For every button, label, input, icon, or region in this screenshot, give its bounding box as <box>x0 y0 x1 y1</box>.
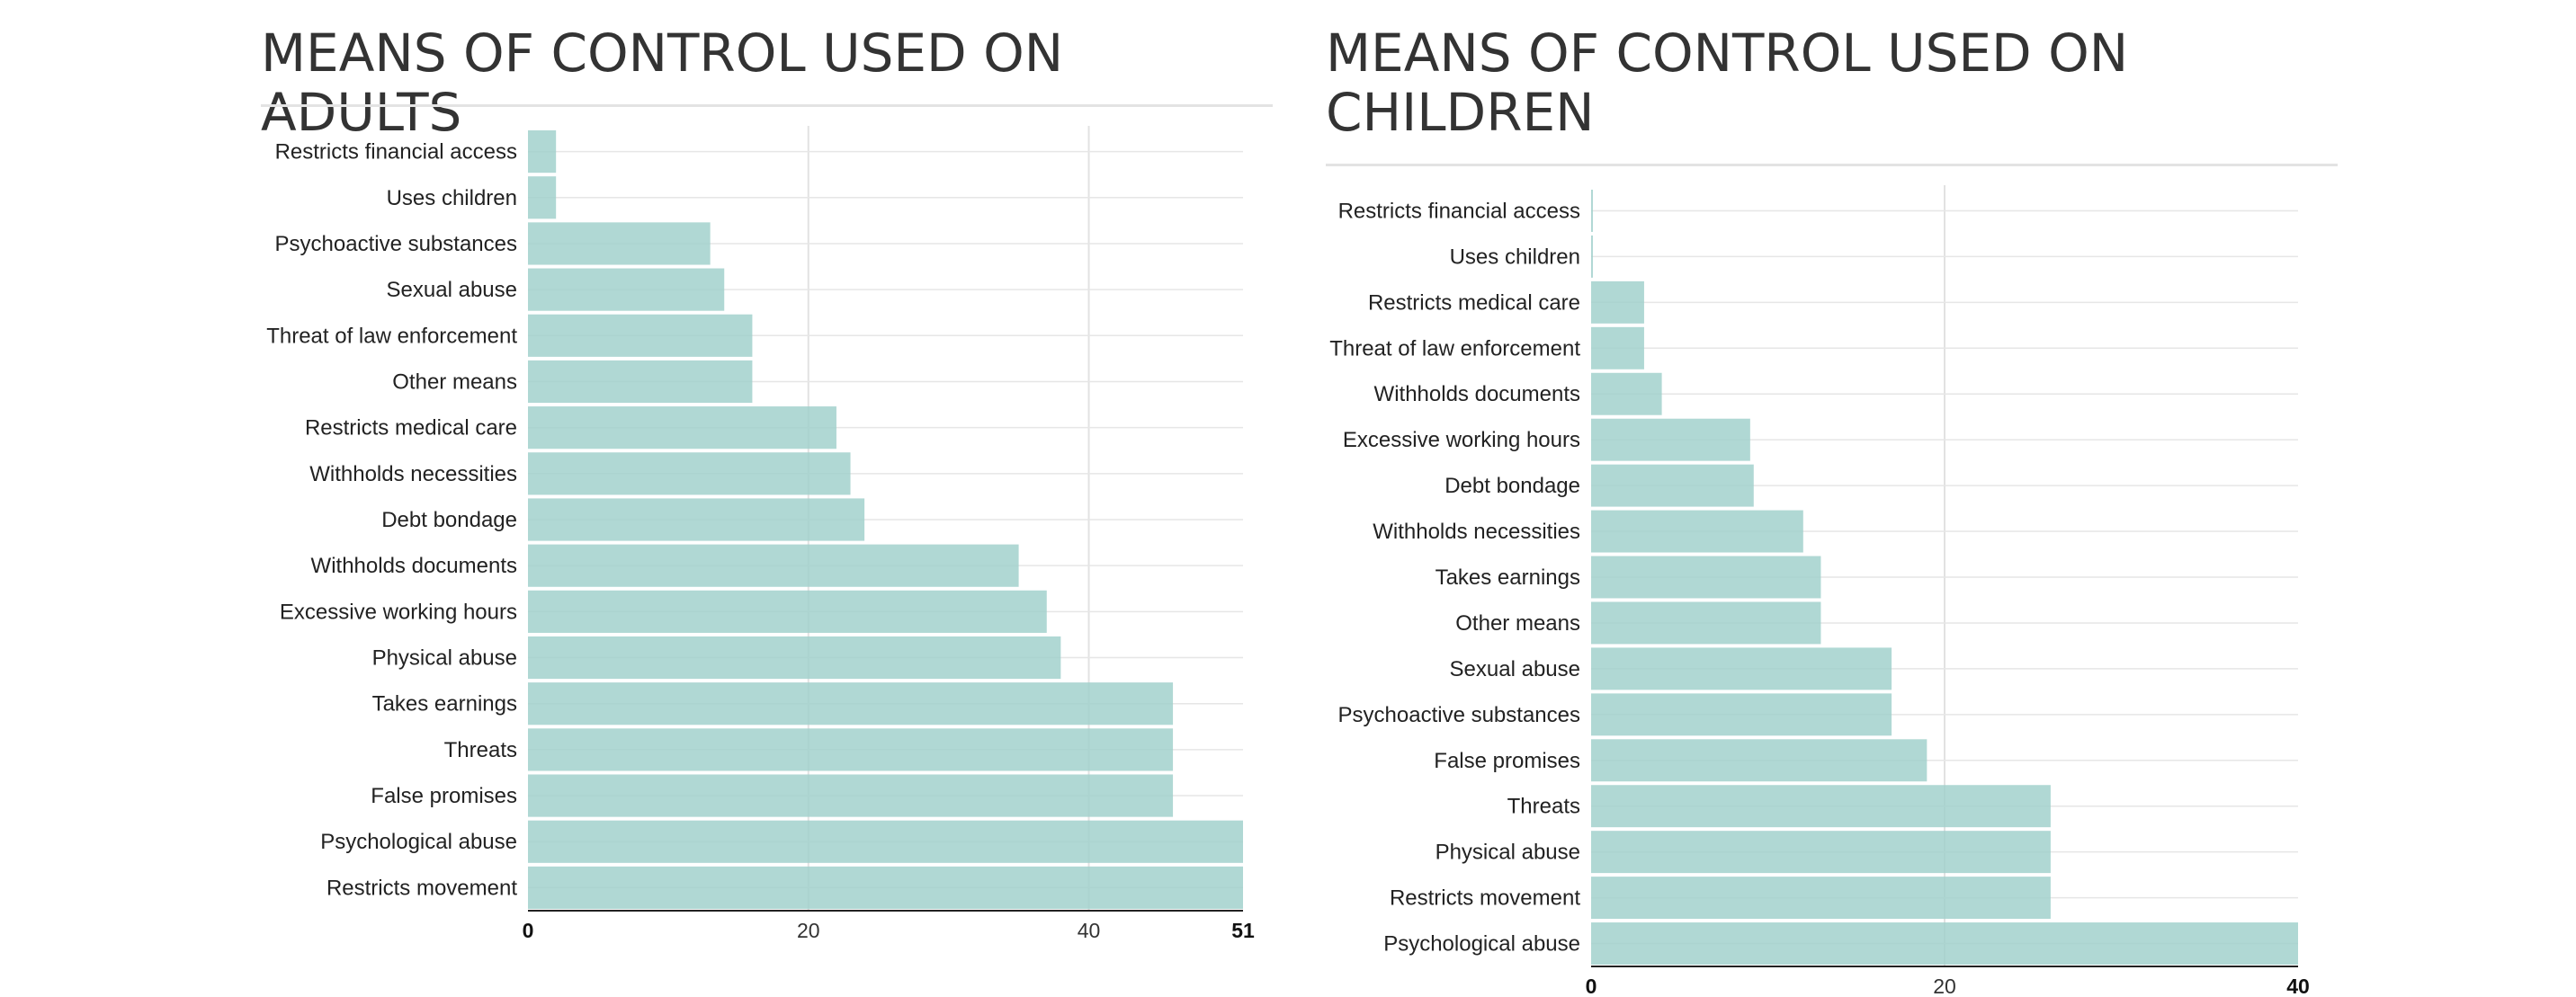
children-x-tick-label: 40 <box>2286 975 2310 997</box>
adults-chart-title: MEANS OF CONTROL USED ON ADULTS <box>261 22 1064 143</box>
children-category-label: Psychoactive substances <box>1338 703 1580 727</box>
adults-bar <box>528 866 1243 909</box>
adults-bar <box>528 544 1019 587</box>
children-bar <box>1591 418 1750 461</box>
adults-bar <box>528 728 1174 771</box>
children-bar <box>1591 922 2298 965</box>
children-bar <box>1591 877 2051 920</box>
children-title-divider <box>1326 164 2338 166</box>
children-x-tick-label: 0 <box>1586 975 1597 997</box>
children-category-label: Uses children <box>1450 245 1580 269</box>
adults-bar <box>528 636 1061 680</box>
children-category-label: Restricts financial access <box>1338 199 1580 223</box>
adults-bar <box>528 222 711 265</box>
adults-bar <box>528 590 1047 633</box>
adults-category-label: False promises <box>371 784 517 808</box>
children-bar <box>1591 464 1754 507</box>
adults-category-label: Psychoactive substances <box>275 232 517 256</box>
children-category-label: False promises <box>1434 749 1580 773</box>
adults-category-label: Other means <box>392 369 517 394</box>
adults-bar <box>528 452 851 495</box>
adults-category-label: Sexual abuse <box>387 278 517 302</box>
adults-bar <box>528 360 753 404</box>
adults-bar <box>528 176 557 219</box>
adults-category-label: Threat of law enforcement <box>266 324 517 348</box>
adults-title-divider <box>261 104 1273 107</box>
children-category-label: Withholds documents <box>1374 382 1580 406</box>
children-chart-title: MEANS OF CONTROL USED ON CHILDREN <box>1326 22 2129 143</box>
children-category-label: Debt bondage <box>1445 474 1580 498</box>
children-bar-chart: Restricts financial access Uses children R… <box>1329 185 2310 997</box>
children-bar <box>1591 693 1892 736</box>
adults-x-tick-label: 40 <box>1078 919 1101 942</box>
children-bar <box>1591 190 1593 232</box>
adults-chart-panel: MEANS OF CONTROL USED ON ADULTS Restrict… <box>261 0 1277 997</box>
adults-bar <box>528 498 865 541</box>
adults-category-label: Threats <box>444 738 517 762</box>
adults-category-label: Psychological abuse <box>320 830 517 854</box>
adults-category-label: Debt bondage <box>381 508 517 532</box>
adults-bar <box>528 820 1243 863</box>
children-bar <box>1591 556 1821 599</box>
children-category-label: Restricts medical care <box>1368 290 1580 315</box>
children-bar <box>1591 785 2051 828</box>
adults-bar-chart: Restricts financial access Uses children P… <box>266 126 1255 942</box>
children-category-label: Threats <box>1507 795 1580 819</box>
children-bar <box>1591 372 1662 415</box>
children-category-label: Threat of law enforcement <box>1329 336 1580 361</box>
adults-bar <box>528 406 836 450</box>
adults-bar <box>528 682 1174 725</box>
children-category-label: Sexual abuse <box>1450 657 1580 681</box>
adults-x-tick-label: 20 <box>797 919 820 942</box>
children-category-label: Psychological abuse <box>1383 932 1580 957</box>
children-bar <box>1591 831 2051 874</box>
children-category-label: Excessive working hours <box>1343 428 1580 452</box>
adults-bar <box>528 774 1174 817</box>
children-bar <box>1591 739 1928 782</box>
children-bar <box>1591 647 1892 690</box>
adults-bar <box>528 314 753 357</box>
children-category-label: Withholds necessities <box>1373 520 1580 544</box>
children-x-tick-label: 20 <box>1933 975 1956 997</box>
adults-category-label: Restricts movement <box>326 876 517 900</box>
children-category-label: Physical abuse <box>1436 841 1580 865</box>
adults-x-tick-label: 0 <box>523 919 534 942</box>
adults-category-label: Physical abuse <box>372 646 517 671</box>
adults-category-label: Restricts financial access <box>275 140 517 165</box>
children-category-label: Restricts movement <box>1390 886 1580 911</box>
adults-bar <box>528 130 557 174</box>
adults-category-label: Uses children <box>387 186 517 210</box>
adults-category-label: Takes earnings <box>372 692 517 717</box>
adults-category-label: Excessive working hours <box>280 600 517 624</box>
children-bar <box>1591 280 1644 324</box>
children-bar <box>1591 235 1593 278</box>
children-category-label: Takes earnings <box>1436 565 1580 590</box>
children-category-label: Other means <box>1455 611 1580 636</box>
adults-category-label: Withholds necessities <box>309 462 517 486</box>
adults-category-label: Restricts medical care <box>305 416 517 441</box>
children-bar <box>1591 326 1644 369</box>
adults-bar <box>528 268 725 311</box>
adults-x-tick-label: 51 <box>1231 919 1255 942</box>
children-bar <box>1591 510 1803 553</box>
children-bar <box>1591 601 1821 645</box>
children-chart-panel: MEANS OF CONTROL USED ON CHILDREN Restri… <box>1326 0 2342 997</box>
adults-category-label: Withholds documents <box>311 554 517 578</box>
